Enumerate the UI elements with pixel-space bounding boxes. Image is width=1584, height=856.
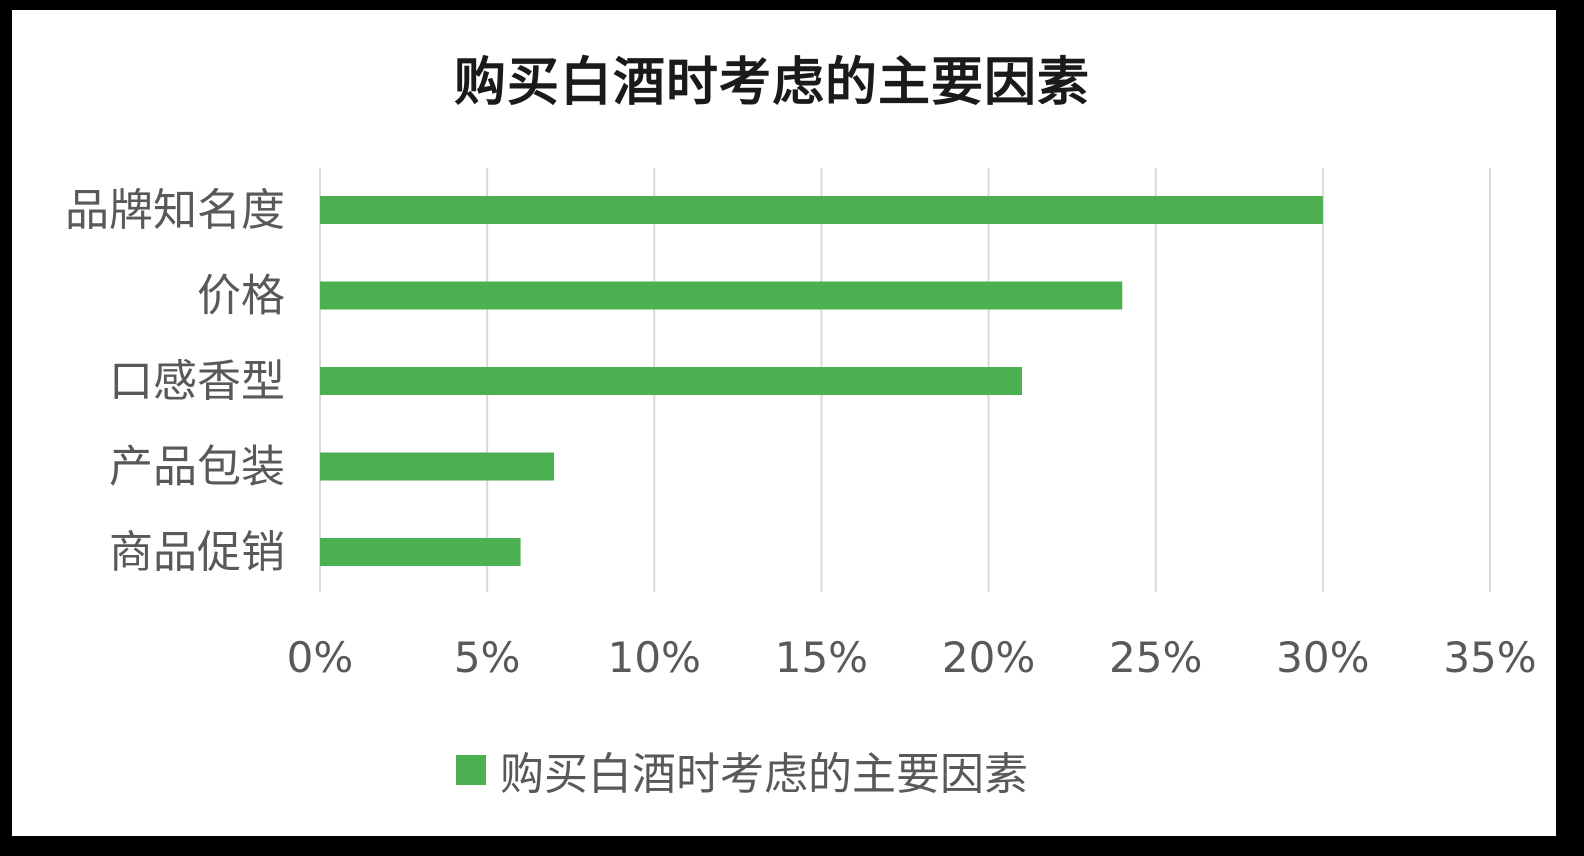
x-tick-label: 25% <box>1109 633 1202 682</box>
x-tick-label: 15% <box>775 633 868 682</box>
category-label: 商品促销 <box>109 527 285 578</box>
x-tick-label: 20% <box>942 633 1035 682</box>
x-tick-label: 10% <box>608 633 701 682</box>
legend: 购买白酒时考虑的主要因素 <box>0 738 1556 802</box>
chart-frame <box>12 10 1556 836</box>
bar <box>320 538 521 566</box>
bar <box>320 196 1323 224</box>
legend-label: 购买白酒时考虑的主要因素 <box>500 749 1028 800</box>
x-tick-label: 30% <box>1276 633 1369 682</box>
chart-title: 购买白酒时考虑的主要因素 <box>453 53 1090 113</box>
category-label: 产品包装 <box>109 442 285 493</box>
category-label: 口感香型 <box>109 356 285 407</box>
x-tick-label: 35% <box>1443 633 1536 682</box>
category-label: 品牌知名度 <box>65 185 285 236</box>
legend-swatch <box>456 755 486 785</box>
x-tick-label: 0% <box>287 633 354 682</box>
x-tick-label: 5% <box>454 633 521 682</box>
category-label: 价格 <box>197 271 285 322</box>
bar <box>320 281 1123 310</box>
bar <box>320 452 554 481</box>
bar <box>320 367 1022 395</box>
